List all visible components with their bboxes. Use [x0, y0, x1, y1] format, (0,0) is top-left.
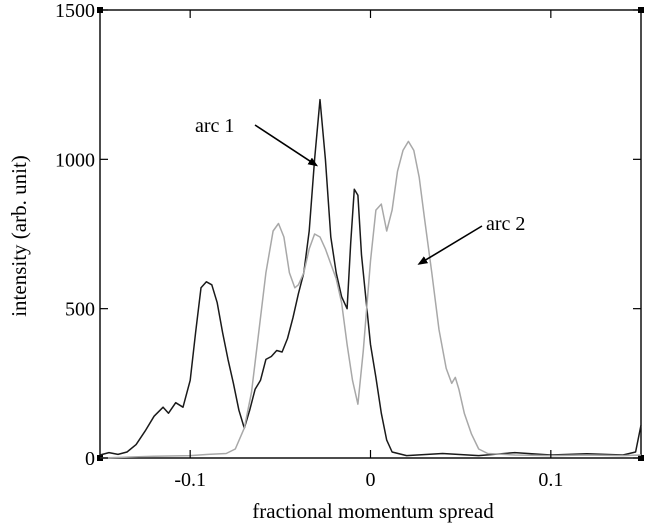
series-line-1 [99, 98, 642, 457]
annotation-arrow [417, 225, 483, 265]
x-tick-label: 0.1 [538, 469, 563, 491]
y-tick-label: 500 [65, 299, 95, 321]
plot-border [99, 9, 642, 459]
x-axis-label: fractional momentum spread [252, 499, 494, 523]
series-line-2 [99, 140, 642, 459]
y-tick-label: 1000 [55, 149, 95, 171]
series-layer [99, 98, 642, 459]
annotation-arrow [254, 124, 319, 167]
y-axis-label: intensity (arb. unit) [7, 155, 31, 317]
y-tick-label: 0 [85, 448, 95, 470]
annotations: arc 1 arc 2 [195, 115, 525, 265]
x-tick-label: 0 [366, 469, 376, 491]
y-tick-label: 1500 [55, 0, 95, 22]
x-tick-label: -0.1 [174, 469, 206, 491]
axis-ticks: -0.1 0 0.1 0 500 1000 1500 [55, 0, 641, 491]
plot-frame [97, 7, 644, 461]
annotation-label: arc 1 [195, 115, 234, 137]
annotation-label: arc 2 [486, 213, 525, 235]
